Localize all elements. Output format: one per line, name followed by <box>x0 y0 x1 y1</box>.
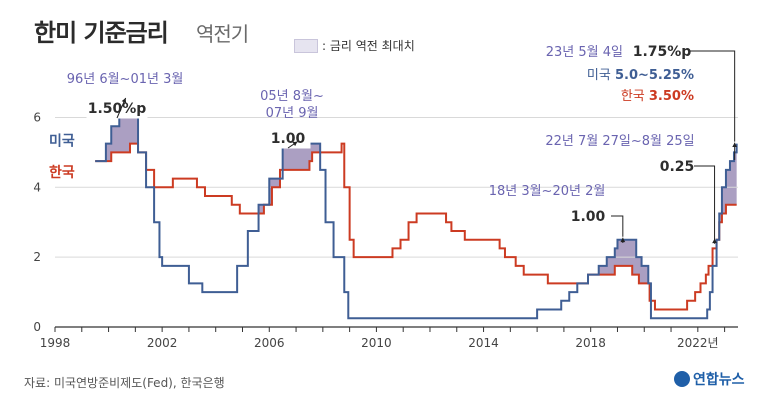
x-tick-label: 2006 <box>254 336 285 350</box>
annotation-arrow <box>694 165 716 244</box>
legend-label: : 금리 역전 최대치 <box>322 39 415 53</box>
current-us-value: 5.0~5.25% <box>615 68 694 83</box>
inversion-area <box>282 143 321 170</box>
annotation-gap-label: 1.00 <box>271 131 306 147</box>
chart-title: 한미 기준금리 <box>34 19 169 47</box>
annotation-gap-label-box <box>565 205 611 227</box>
y-tick-label: 0 <box>33 320 41 334</box>
y-tick-label: 2 <box>33 250 41 264</box>
logo-text: 연합뉴스 <box>693 372 745 388</box>
y-tick-label: 6 <box>33 110 41 124</box>
annotation-arrow <box>690 50 736 142</box>
annotation-gap-label: 1.75%p <box>633 44 692 60</box>
annotation-arrowhead <box>732 142 738 148</box>
annotation-period-label: 05년 8월~ <box>260 89 324 104</box>
x-tick-label: 1998 <box>40 336 71 350</box>
inversion-area <box>258 204 264 214</box>
annotation-gap-label: 1.00 <box>571 209 606 225</box>
annotation-arrowhead <box>121 98 127 103</box>
chart-subtitle: 역전기 <box>196 22 249 46</box>
annotation-period-label: 18년 3월~20년 2월 <box>489 184 606 199</box>
series-label-us: 미국 <box>49 133 75 149</box>
x-tick-label: 2010 <box>361 336 392 350</box>
current-korea-value: 3.50% <box>649 89 694 104</box>
annotation-arrowhead <box>620 237 626 243</box>
current-korea-label: 한국 3.50% <box>621 89 694 104</box>
x-tick-label: 2018 <box>575 336 606 350</box>
annotation-gap-label: 0.25 <box>660 159 695 175</box>
x-tick-label: 2014 <box>468 336 499 350</box>
series-line-us <box>95 99 738 320</box>
series-label-korea: 한국 <box>49 165 75 181</box>
legend-swatch <box>294 38 318 53</box>
y-tick-label: 4 <box>33 180 41 194</box>
logo-icon <box>674 371 690 387</box>
annotation-period-label: 07년 9월 <box>266 106 319 121</box>
annotation-period-label: 96년 6월~01년 3월 <box>67 72 184 87</box>
annotation-arrowhead <box>712 238 717 244</box>
x-tick-label: 2002 <box>147 336 178 350</box>
annotation-period-label: 22년 7월 27일~8월 25일 <box>545 134 694 149</box>
annotation-gap-label: 1.50%p <box>88 101 147 117</box>
x-tick-label: 2022년 <box>677 336 719 350</box>
inversion-area <box>269 178 280 205</box>
annotation-arrow <box>611 215 624 237</box>
publisher-logo: 연합뉴스 <box>674 369 745 389</box>
source-note: 자료: 미국연방준비제도(Fed), 한국은행 <box>24 376 225 390</box>
current-us-label: 미국 5.0~5.25% <box>587 68 694 83</box>
series-line-korea <box>95 142 737 311</box>
annotation-period-label: 23년 5월 4일 <box>546 45 623 60</box>
legend: : 금리 역전 최대치 <box>294 37 415 54</box>
annotation-arrowhead <box>292 141 298 147</box>
